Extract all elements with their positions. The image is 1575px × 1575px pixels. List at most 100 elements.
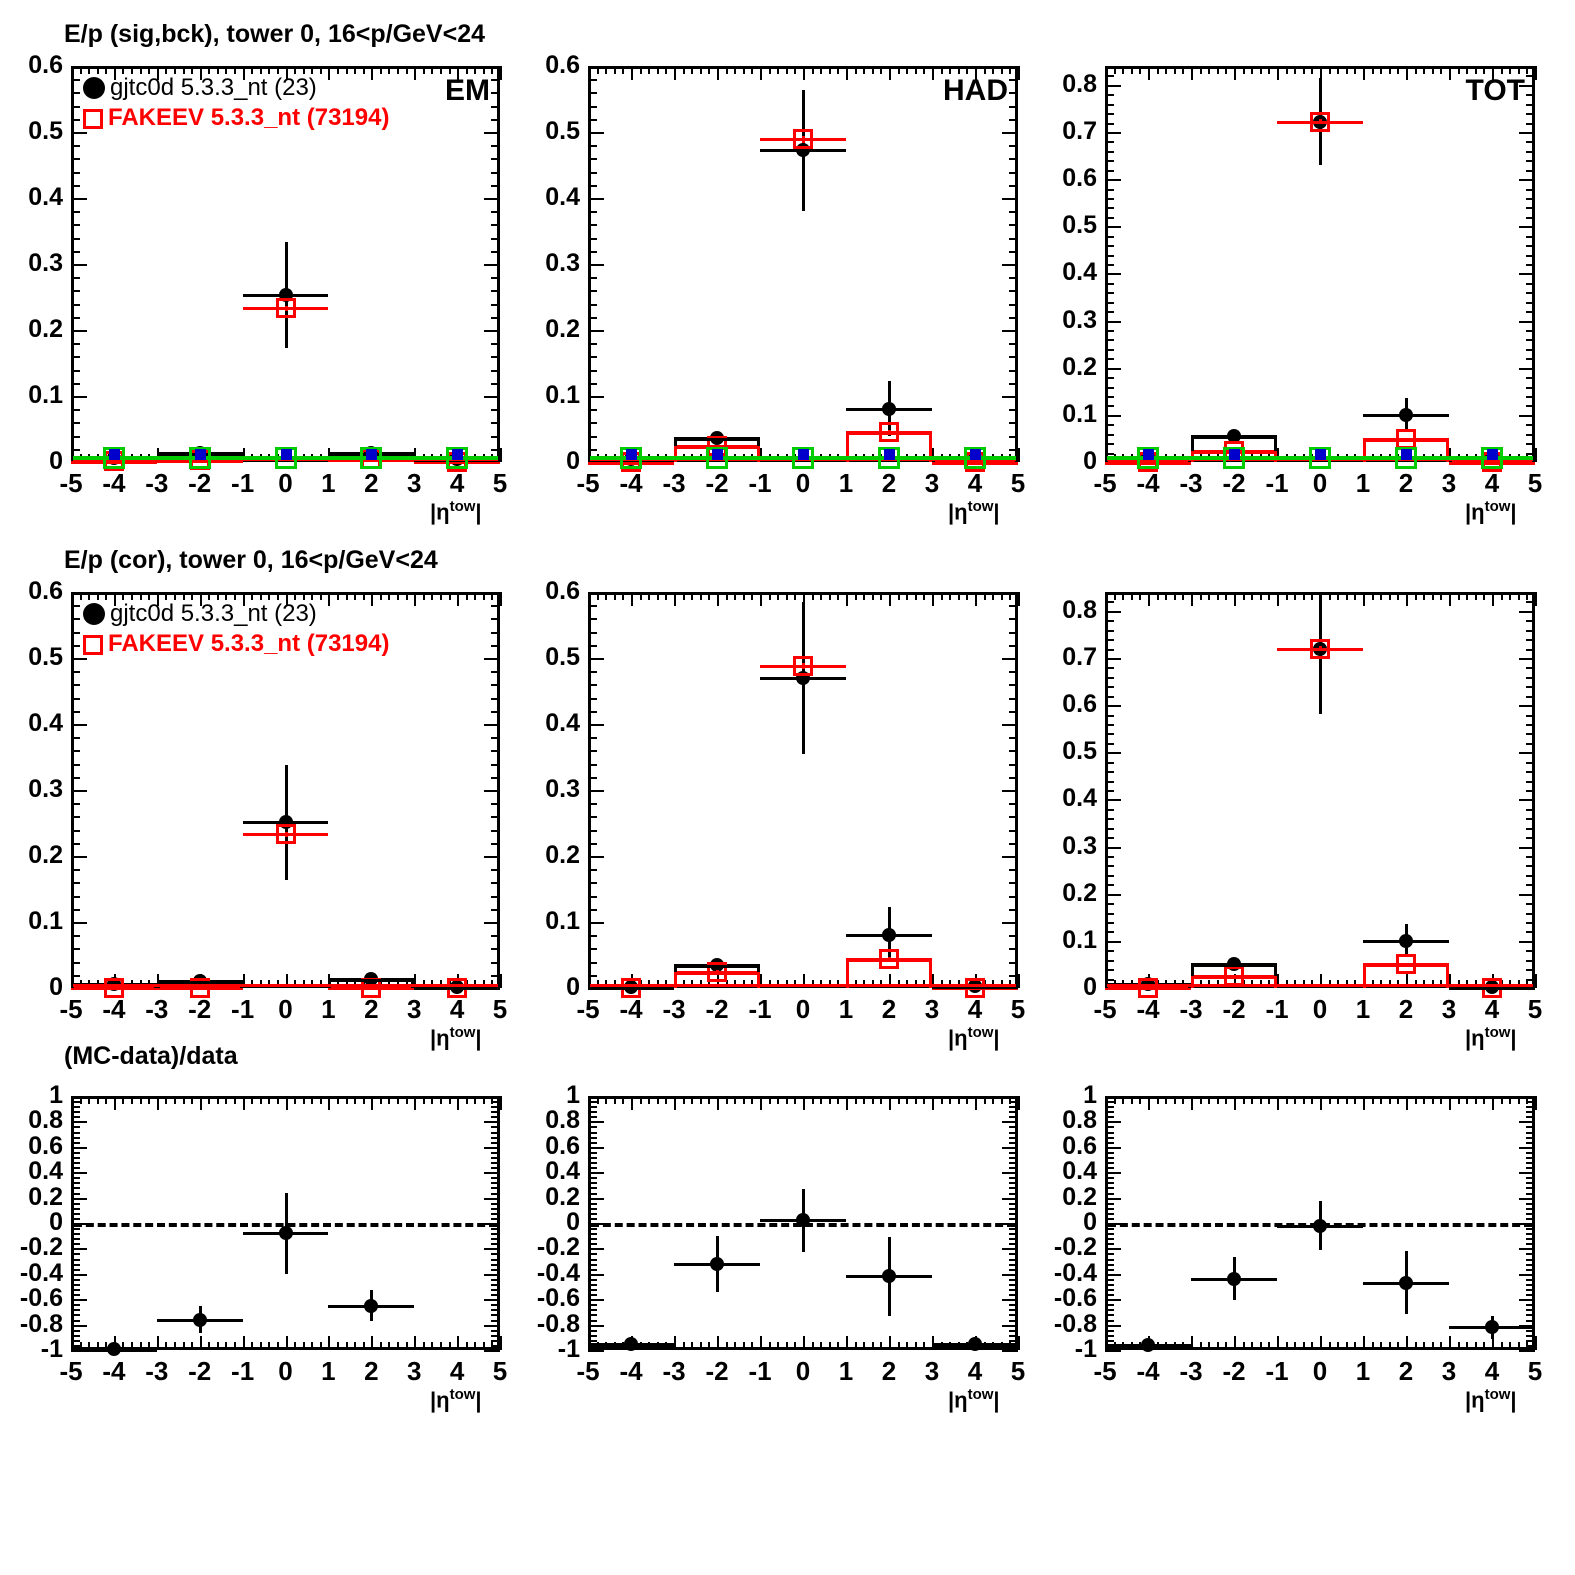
xtick-minor-top: [388, 592, 391, 600]
ytick-minor-right: [491, 1187, 500, 1190]
xtick-minor-top: [397, 66, 400, 74]
ytick-minor-right: [1519, 1273, 1535, 1276]
blue-square-marker: [366, 449, 378, 460]
ytick-label: 0.1: [545, 381, 580, 409]
ytick-minor: [1105, 216, 1114, 219]
xtick-minor-top: [216, 66, 219, 74]
ytick-minor: [588, 1182, 597, 1185]
xtick-label: 5: [1527, 468, 1543, 498]
xtick-label: -5: [1093, 468, 1117, 498]
ytick-minor-right: [484, 330, 500, 332]
xtick-label: -3: [1179, 468, 1203, 498]
ytick-minor: [1105, 912, 1114, 915]
xtick-label: 4: [449, 1356, 465, 1386]
xtick-minor-top: [854, 1096, 857, 1104]
ytick-label: -0.4: [19, 1258, 63, 1287]
xtick-minor: [148, 1342, 151, 1350]
ytick-minor: [1105, 629, 1114, 632]
xtick-minor: [268, 1342, 271, 1350]
ytick-minor-right: [491, 1304, 500, 1307]
ytick-minor: [1105, 1294, 1114, 1297]
xtick-minor-top: [259, 66, 262, 74]
xtick-minor-top: [691, 592, 694, 600]
ytick-minor-right: [1526, 169, 1535, 172]
xtick-label: 4: [967, 1356, 983, 1386]
xtick-label: -2: [705, 1356, 729, 1386]
xtick-minor-top: [613, 1096, 616, 1104]
ytick-minor-right: [1002, 198, 1018, 200]
ytick-label: 0: [49, 973, 63, 1001]
xtick-minor-top: [457, 66, 460, 80]
ytick-minor: [71, 1258, 80, 1261]
ytick-minor-right: [1009, 1131, 1018, 1134]
xtick-minor-top: [674, 592, 676, 606]
ytick-minor-right: [484, 922, 500, 924]
xtick-minor-top: [1242, 66, 1245, 74]
xtick-minor-top: [234, 592, 237, 600]
xtick-minor-top: [1268, 66, 1271, 74]
ytick-minor-right: [1002, 1299, 1018, 1302]
xtick-minor-top: [923, 592, 926, 600]
ytick-minor-right: [491, 224, 500, 227]
ytick-minor-right: [1526, 761, 1535, 764]
ytick-label: -0.2: [19, 1233, 63, 1262]
ytick-minor: [1105, 452, 1114, 455]
xtick-minor-top: [914, 1096, 917, 1104]
xtick-label: -5: [59, 468, 83, 498]
ytick-minor: [71, 66, 87, 68]
xtick-minor-top: [975, 592, 977, 606]
xaxis-title: |ηtow|: [1465, 498, 1517, 525]
xtick-minor: [1535, 1336, 1537, 1350]
ytick-minor: [71, 776, 80, 779]
ytick-minor: [71, 1162, 80, 1165]
xtick-label: 5: [492, 994, 508, 1024]
xtick-minor-top: [1277, 66, 1279, 80]
xtick-label: 5: [1010, 1356, 1026, 1386]
ytick-minor: [1105, 950, 1114, 953]
xtick-minor: [474, 1342, 477, 1350]
xaxis-title: |ηtow|: [948, 498, 1000, 525]
ytick-label: 0.2: [28, 315, 63, 343]
ytick-minor: [1105, 1151, 1114, 1154]
ytick-minor: [1105, 1096, 1121, 1098]
xtick-minor-top: [1302, 592, 1305, 600]
ytick-minor-right: [491, 816, 500, 819]
ytick-minor-right: [1519, 226, 1535, 229]
xtick-minor-top: [354, 66, 357, 74]
ytick-label: 0.2: [1062, 1182, 1097, 1211]
ytick-minor-right: [1009, 1156, 1018, 1159]
ytick-minor: [588, 1273, 604, 1276]
xtick-minor-top: [1018, 592, 1020, 606]
ytick-minor-right: [491, 356, 500, 359]
ytick-minor-right: [491, 1283, 500, 1286]
xtick-minor: [500, 974, 502, 988]
ytick-minor-right: [491, 1156, 500, 1159]
xtick-minor-top: [1285, 66, 1288, 74]
ytick-minor-right: [1009, 1141, 1018, 1144]
ytick-minor-right: [1526, 1263, 1535, 1266]
xtick-minor-top: [665, 592, 668, 600]
xtick-minor: [71, 448, 73, 462]
xtick-minor-top: [846, 66, 848, 80]
xtick-minor-top: [691, 1096, 694, 1104]
errorbar-vertical: [284, 831, 288, 837]
ytick-minor: [1105, 601, 1114, 604]
panel-title-row-cor: E/p (cor), tower 0, 16<p/GeV<24: [64, 546, 438, 574]
xtick-minor-top: [1474, 1096, 1477, 1104]
xtick-minor-top: [1483, 592, 1486, 600]
xtick-minor-top: [889, 1096, 891, 1110]
ytick-label: 0.5: [28, 117, 63, 145]
ytick-label: 0.3: [28, 775, 63, 803]
xtick-minor-top: [491, 592, 494, 600]
ytick-minor-right: [1526, 160, 1535, 163]
xtick-minor-top: [1431, 592, 1434, 600]
xtick-minor: [1208, 1342, 1211, 1350]
xtick-minor-top: [1397, 1096, 1400, 1104]
xtick-minor: [242, 974, 245, 988]
ytick-minor-right: [1526, 1233, 1535, 1236]
ytick-minor-right: [491, 145, 500, 148]
histogram-step-mc: [1363, 439, 1449, 462]
xtick-minor: [216, 1342, 219, 1350]
xtick-minor-top: [465, 592, 468, 600]
xtick-minor-top: [422, 66, 425, 74]
